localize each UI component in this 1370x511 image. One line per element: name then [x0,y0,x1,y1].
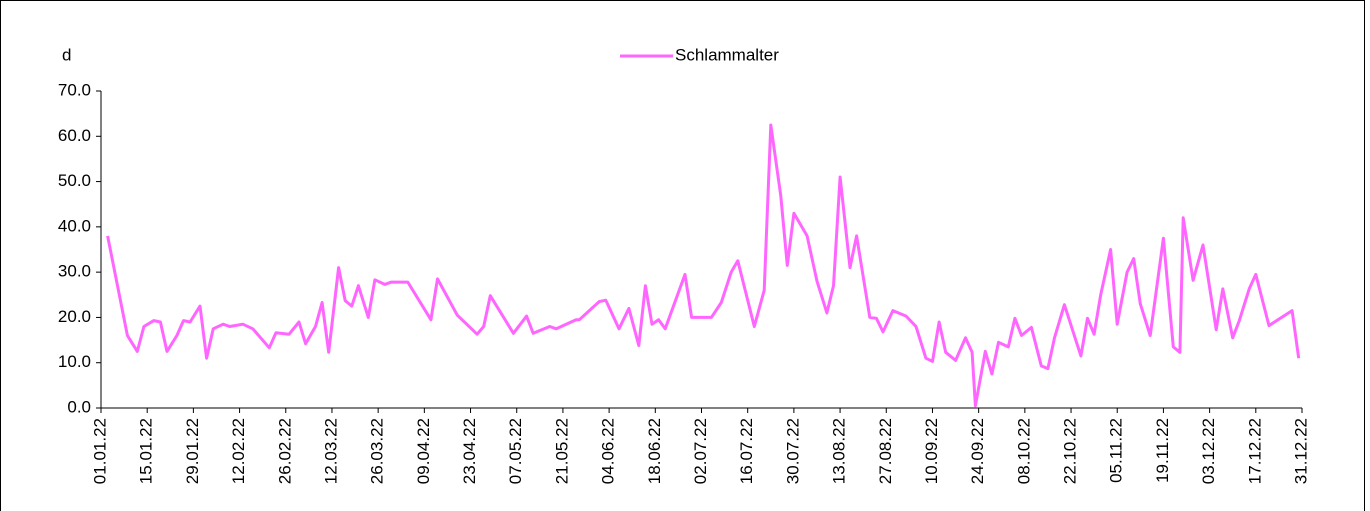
x-tick-label: 16.07.22 [737,418,756,484]
x-tick-label: 22.10.22 [1061,418,1080,484]
x-tick-label: 26.02.22 [275,418,294,484]
y-tick-label: 70.0 [58,80,91,99]
y-axis-label: d [62,45,71,64]
x-tick-label: 02.07.22 [691,418,710,484]
x-tick-label: 31.12.22 [1291,418,1310,484]
x-tick-label: 05.11.22 [1107,418,1126,483]
x-tick-label: 29.01.22 [183,418,202,484]
x-tick-label: 27.08.22 [876,418,895,484]
y-tick-label: 20.0 [58,307,91,326]
x-tick-label: 01.01.22 [90,418,109,484]
y-tick-label: 30.0 [58,262,91,281]
x-tick-label: 13.08.22 [830,418,849,484]
legend-label: Schlammalter [675,45,779,64]
line-series [106,123,1301,408]
x-tick-label: 30.07.22 [783,418,802,484]
x-tick-label: 12.02.22 [229,418,248,484]
y-tick-label: 0.0 [67,397,91,416]
x-tick-label: 17.12.22 [1245,418,1264,484]
x-tick-label: 03.12.22 [1199,418,1218,484]
x-tick-label: 15.01.22 [137,418,156,484]
x-tick-label: 24.09.22 [968,418,987,484]
y-tick-label: 60.0 [58,126,91,145]
y-tick-label: 10.0 [58,352,91,371]
x-tick-label: 12.03.22 [321,418,340,484]
x-tick-label: 23.04.22 [460,418,479,484]
x-tick-label: 10.09.22 [922,418,941,484]
y-tick-label: 50.0 [58,171,91,190]
x-tick-label: 21.05.22 [552,418,571,484]
x-tick-label: 18.06.22 [645,418,664,484]
x-tick-label: 26.03.22 [368,418,387,484]
x-tick-label: 07.05.22 [506,418,525,484]
x-tick-label: 08.10.22 [1014,418,1033,484]
x-tick-label: 09.04.22 [414,418,433,484]
y-tick-label: 40.0 [58,216,91,235]
x-tick-label: 19.11.22 [1153,418,1172,483]
x-tick-label: 04.06.22 [599,418,618,484]
